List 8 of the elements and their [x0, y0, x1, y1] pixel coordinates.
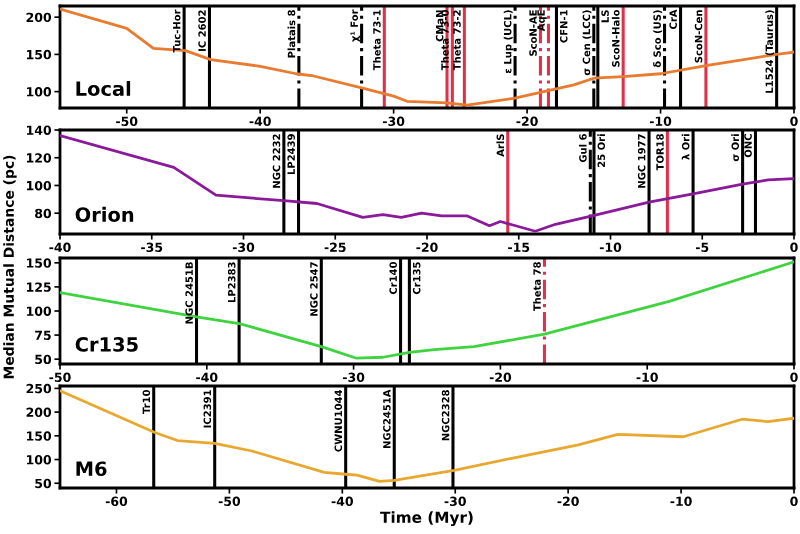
annotation: Orion: [75, 206, 134, 222]
line-series: [60, 7, 794, 107]
line-series: [60, 134, 794, 233]
annotation: M6: [76, 461, 107, 477]
annotation: Local: [76, 81, 131, 97]
line-series: [60, 260, 794, 360]
line-series: [60, 389, 794, 483]
annotation: Cr135: [75, 337, 138, 352]
